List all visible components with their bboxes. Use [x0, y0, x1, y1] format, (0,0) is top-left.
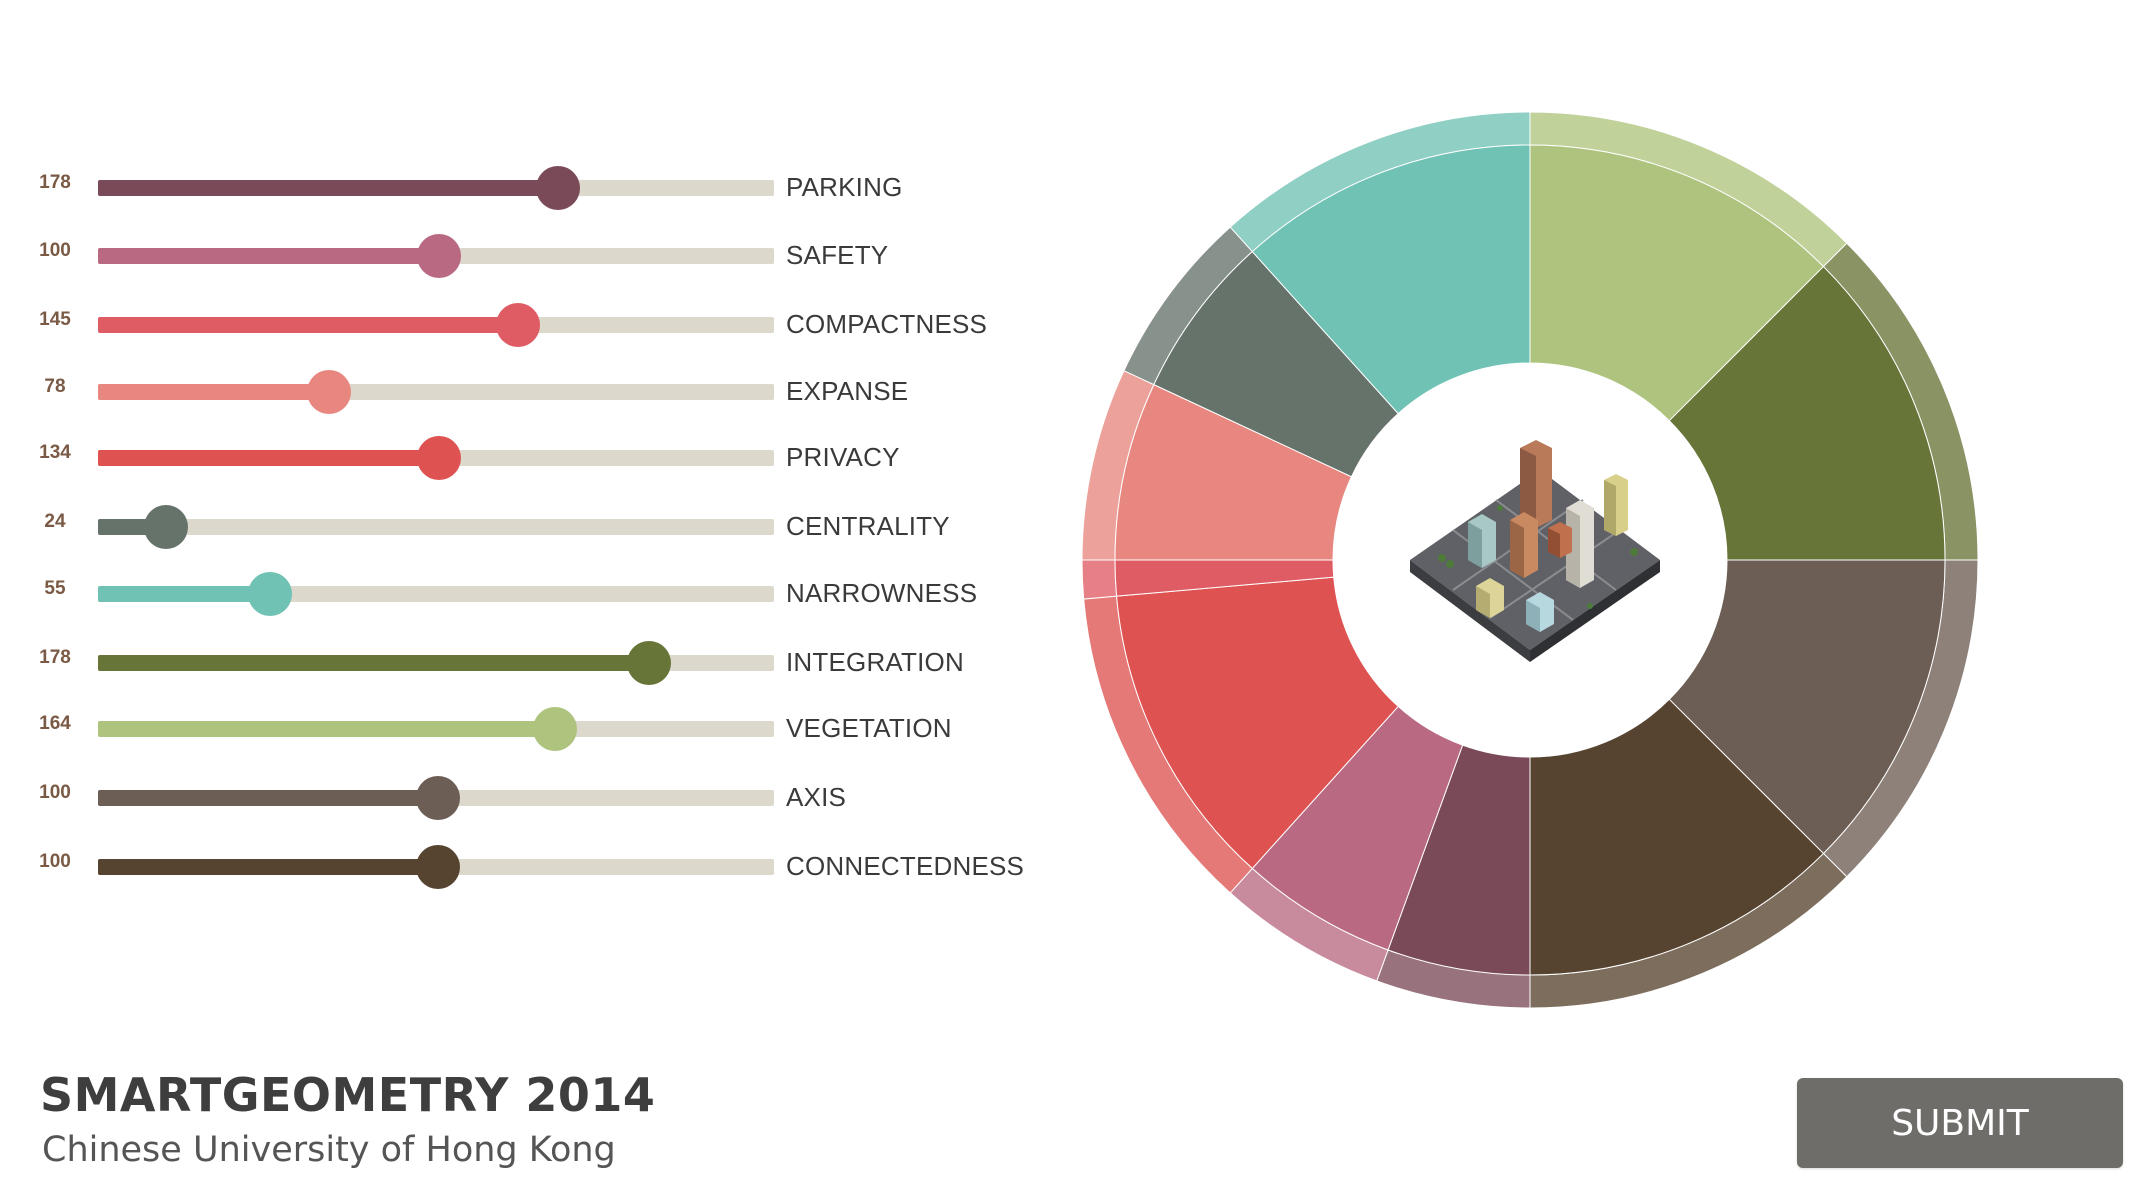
page-title: SMARTGEOMETRY 2014: [40, 1068, 656, 1122]
slider-track-vegetation[interactable]: [98, 707, 774, 751]
slider-row-privacy: 134 PRIVACY: [0, 436, 1040, 480]
slider-value-integration: 178: [39, 647, 71, 668]
slider-value-centrality: 24: [44, 511, 66, 532]
slider-track-privacy[interactable]: [98, 436, 774, 480]
slider-fill-privacy: [98, 450, 439, 466]
slider-value-compactness: 145: [39, 309, 71, 330]
slider-knob-axis[interactable]: [416, 776, 461, 820]
slider-value-axis: 100: [39, 782, 71, 803]
slider-label-narrowness: NARROWNESS: [786, 578, 978, 608]
slider-label-connectedness: CONNECTEDNESS: [786, 851, 1025, 881]
slider-fill-axis: [98, 790, 439, 806]
submit-button[interactable]: SUBMIT: [1797, 1078, 2123, 1168]
slider-knob-vegetation[interactable]: [532, 707, 577, 751]
slider-row-expanse: 78 EXPANSE: [0, 370, 1040, 414]
city-block-icon: [1380, 410, 1680, 710]
donut-inner-ring: [1114, 144, 1946, 976]
slider-label-compactness: COMPACTNESS: [786, 309, 988, 339]
slider-value-safety: 100: [39, 240, 71, 261]
slider-value-connectedness: 100: [39, 851, 71, 872]
slider-fill-connectedness: [98, 859, 439, 875]
slider-value-parking: 178: [39, 172, 71, 193]
slider-row-vegetation: 164 VEGETATION: [0, 707, 1040, 751]
slider-label-expanse: EXPANSE: [786, 376, 909, 406]
slider-fill-safety: [98, 248, 439, 264]
donut-chart: [1060, 90, 2000, 1030]
slider-track-safety[interactable]: [98, 234, 774, 278]
slider-track-centrality[interactable]: [98, 505, 774, 549]
slider-label-privacy: PRIVACY: [786, 442, 900, 472]
donut-outer-ring: [1081, 111, 1979, 1009]
slider-knob-narrowness[interactable]: [248, 572, 293, 616]
slider-fill-narrowness: [98, 586, 271, 602]
slider-track-narrowness[interactable]: [98, 572, 774, 616]
slider-fill-vegetation: [98, 721, 555, 737]
slider-knob-safety[interactable]: [416, 234, 461, 278]
slider-value-privacy: 134: [39, 442, 71, 463]
slider-knob-centrality[interactable]: [143, 505, 188, 549]
donut-outer-segment-compactness: [1081, 559, 1118, 600]
slider-panel: 178 PARKING 100 SAFETY 145 COMPACTNESS 78 EXPAN…: [0, 0, 1040, 950]
slider-track-integration[interactable]: [98, 641, 774, 685]
slider-knob-connectedness[interactable]: [416, 845, 461, 889]
slider-row-parking: 178 PARKING: [0, 166, 1040, 210]
slider-label-centrality: CENTRALITY: [786, 511, 950, 541]
slider-value-vegetation: 164: [39, 713, 71, 734]
slider-row-connectedness: 100 CONNECTEDNESS: [0, 845, 1040, 889]
slider-label-vegetation: VEGETATION: [786, 713, 952, 743]
slider-knob-privacy[interactable]: [416, 436, 461, 480]
slider-fill-parking: [98, 180, 558, 196]
slider-knob-integration[interactable]: [626, 641, 671, 685]
slider-label-axis: AXIS: [786, 782, 847, 812]
slider-knob-compactness[interactable]: [496, 303, 541, 347]
slider-knob-parking[interactable]: [535, 166, 580, 210]
slider-track-parking[interactable]: [98, 166, 774, 210]
slider-track-connectedness[interactable]: [98, 845, 774, 889]
slider-knob-expanse[interactable]: [307, 370, 352, 414]
slider-fill-expanse: [98, 384, 330, 400]
slider-track-expanse[interactable]: [98, 370, 774, 414]
slider-row-narrowness: 55 NARROWNESS: [0, 572, 1040, 616]
slider-value-expanse: 78: [44, 376, 66, 397]
slider-fill-integration: [98, 655, 649, 671]
donut-chart-svg: [1081, 111, 1979, 1009]
slider-track-axis[interactable]: [98, 776, 774, 820]
page-subtitle: Chinese University of Hong Kong: [42, 1130, 616, 1170]
slider-row-safety: 100 SAFETY: [0, 234, 1040, 278]
slider-row-centrality: 24 CENTRALITY: [0, 505, 1040, 549]
slider-label-safety: SAFETY: [786, 240, 889, 270]
slider-row-integration: 178 INTEGRATION: [0, 641, 1040, 685]
slider-track-compactness[interactable]: [98, 303, 774, 347]
slider-row-axis: 100 AXIS: [0, 776, 1040, 820]
slider-label-integration: INTEGRATION: [786, 647, 964, 677]
slider-fill-compactness: [98, 317, 519, 333]
slider-label-parking: PARKING: [786, 172, 903, 202]
slider-value-narrowness: 55: [44, 578, 66, 599]
slider-row-compactness: 145 COMPACTNESS: [0, 303, 1040, 347]
